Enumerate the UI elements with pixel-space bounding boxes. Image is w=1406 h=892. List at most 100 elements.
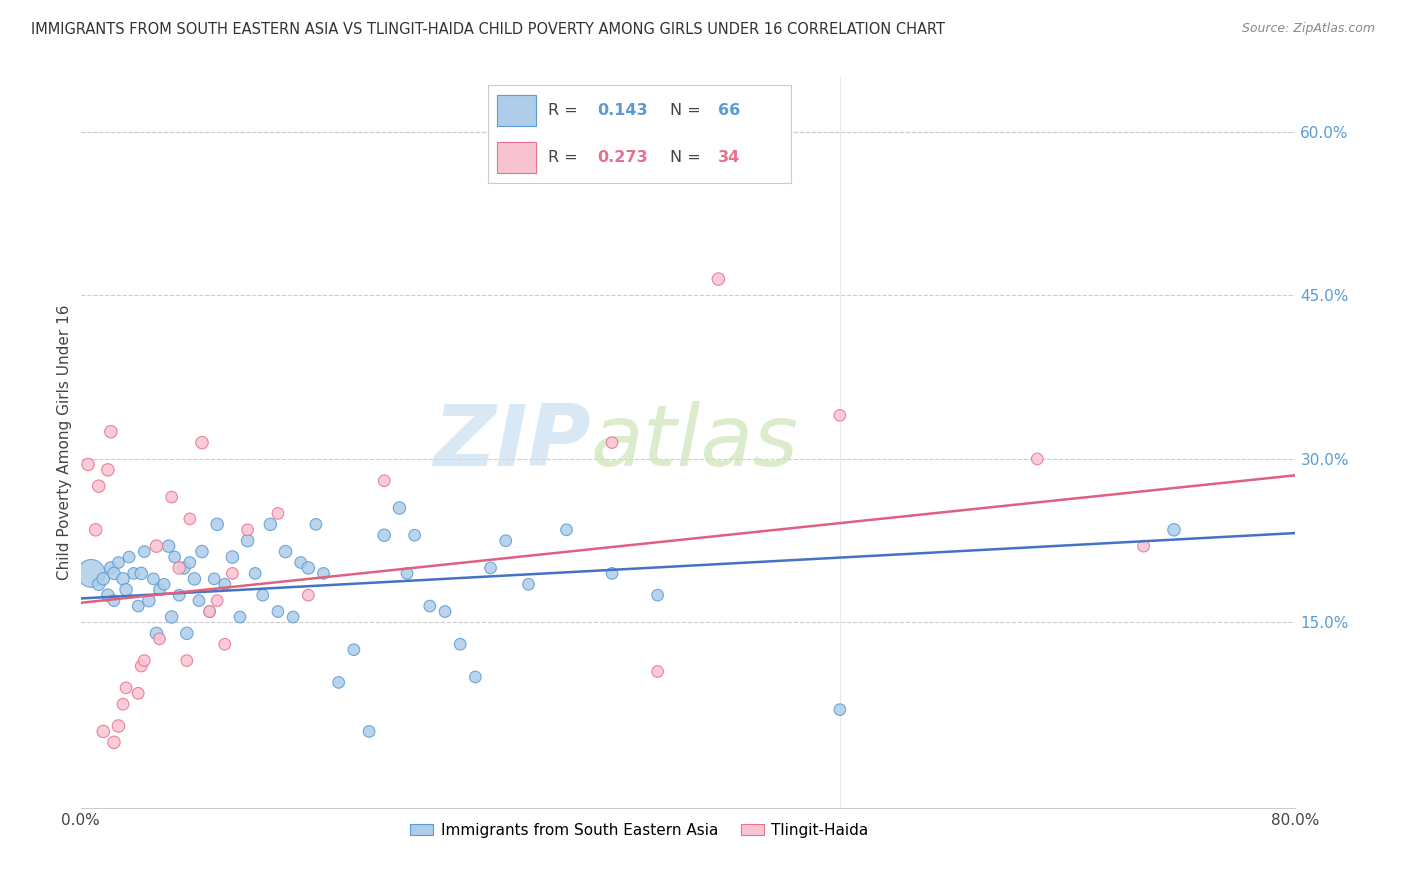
Point	[236, 533, 259, 548]
Point	[167, 561, 190, 575]
Point	[312, 566, 335, 581]
Point	[97, 588, 120, 602]
Point	[373, 474, 395, 488]
Point	[343, 642, 366, 657]
Point	[647, 588, 669, 602]
Point	[221, 566, 243, 581]
Point	[115, 681, 138, 695]
Point	[449, 637, 471, 651]
Point	[404, 528, 426, 542]
Point	[274, 544, 297, 558]
Point	[91, 572, 114, 586]
Point	[388, 501, 411, 516]
Point	[148, 632, 170, 646]
Point	[214, 577, 236, 591]
Point	[173, 561, 195, 575]
Point	[252, 588, 274, 602]
Point	[80, 566, 103, 581]
Point	[198, 605, 221, 619]
Point	[305, 517, 328, 532]
Point	[179, 556, 201, 570]
Point	[236, 523, 259, 537]
Point	[205, 517, 228, 532]
Point	[828, 703, 851, 717]
Point	[87, 577, 110, 591]
Point	[297, 588, 319, 602]
Point	[419, 599, 441, 613]
Point	[221, 549, 243, 564]
Point	[202, 572, 225, 586]
Point	[357, 724, 380, 739]
Point	[198, 605, 221, 619]
Point	[395, 566, 418, 581]
Point	[243, 566, 266, 581]
Point	[97, 463, 120, 477]
Point	[103, 735, 125, 749]
Point	[188, 593, 211, 607]
Point	[112, 697, 135, 711]
Point	[134, 544, 156, 558]
Point	[129, 566, 152, 581]
Point	[77, 458, 100, 472]
Point	[267, 507, 290, 521]
Point	[267, 605, 290, 619]
Point	[1026, 452, 1049, 467]
Point	[100, 561, 122, 575]
Point	[179, 512, 201, 526]
Point	[600, 435, 623, 450]
Point	[290, 556, 312, 570]
Point	[142, 572, 165, 586]
Text: Source: ZipAtlas.com: Source: ZipAtlas.com	[1241, 22, 1375, 36]
Text: ZIP: ZIP	[433, 401, 591, 484]
Point	[148, 582, 170, 597]
Point	[160, 490, 183, 504]
Point	[122, 566, 145, 581]
Point	[134, 654, 156, 668]
Point	[707, 272, 730, 286]
Point	[647, 665, 669, 679]
Point	[555, 523, 578, 537]
Point	[479, 561, 502, 575]
Point	[176, 626, 198, 640]
Point	[281, 610, 304, 624]
Point	[191, 544, 214, 558]
Point	[160, 610, 183, 624]
Point	[495, 533, 517, 548]
Point	[112, 572, 135, 586]
Point	[176, 654, 198, 668]
Point	[127, 599, 149, 613]
Point	[163, 549, 186, 564]
Point	[1132, 539, 1154, 553]
Point	[153, 577, 176, 591]
Point	[103, 593, 125, 607]
Point	[464, 670, 486, 684]
Point	[145, 626, 167, 640]
Point	[145, 539, 167, 553]
Point	[297, 561, 319, 575]
Point	[87, 479, 110, 493]
Point	[107, 719, 129, 733]
Point	[229, 610, 252, 624]
Point	[600, 566, 623, 581]
Point	[107, 556, 129, 570]
Point	[103, 566, 125, 581]
Point	[328, 675, 350, 690]
Point	[129, 659, 152, 673]
Text: atlas: atlas	[591, 401, 799, 484]
Point	[205, 593, 228, 607]
Point	[433, 605, 456, 619]
Legend: Immigrants from South Eastern Asia, Tlingit-Haida: Immigrants from South Eastern Asia, Tlin…	[404, 817, 875, 844]
Point	[100, 425, 122, 439]
Point	[138, 593, 160, 607]
Point	[157, 539, 180, 553]
Point	[84, 523, 107, 537]
Y-axis label: Child Poverty Among Girls Under 16: Child Poverty Among Girls Under 16	[58, 305, 72, 581]
Text: IMMIGRANTS FROM SOUTH EASTERN ASIA VS TLINGIT-HAIDA CHILD POVERTY AMONG GIRLS UN: IMMIGRANTS FROM SOUTH EASTERN ASIA VS TL…	[31, 22, 945, 37]
Point	[828, 409, 851, 423]
Point	[259, 517, 281, 532]
Point	[191, 435, 214, 450]
Point	[517, 577, 540, 591]
Point	[1163, 523, 1185, 537]
Point	[167, 588, 190, 602]
Point	[91, 724, 114, 739]
